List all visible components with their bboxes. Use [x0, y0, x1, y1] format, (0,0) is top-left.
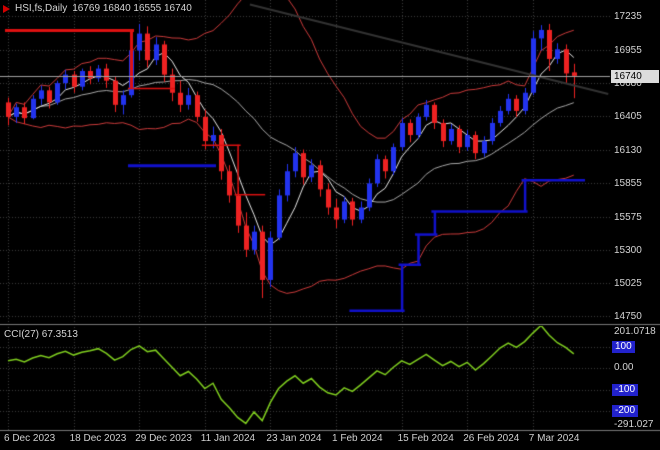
price-axis-label: 16680 [614, 78, 642, 90]
date-label: 23 Jan 2024 [266, 433, 322, 444]
price-axis-label: 14750 [614, 311, 642, 323]
indicator-level-badge: -200 [612, 404, 639, 417]
indicator-min-label: -291.027 [614, 419, 654, 430]
symbol-marker-icon [3, 5, 10, 13]
date-label: 18 Dec 2023 [69, 433, 127, 444]
price-axis-label: 16405 [614, 111, 642, 123]
ohlc-values: 16769 16840 16555 16740 [72, 3, 192, 14]
price-axis-label: 15025 [614, 277, 642, 289]
price-axis-label: 16955 [614, 44, 642, 56]
price-axis-label: 17235 [614, 11, 642, 23]
price-axis-label: 16130 [614, 144, 642, 156]
price-axis-label: 15575 [614, 211, 642, 223]
symbol-timeframe-label: HSI,fs,Daily [15, 3, 68, 14]
date-label: 1 Feb 2024 [332, 433, 383, 444]
indicator-level-badge: -100 [612, 383, 639, 396]
date-label: 11 Jan 2024 [200, 433, 256, 444]
indicator-label: CCI(27) 67.3513 [4, 329, 78, 340]
date-label: 15 Feb 2024 [397, 433, 454, 444]
price-axis-label: 15300 [614, 244, 642, 256]
chart-header: HSI,fs,Daily 16769 16840 16555 16740 [3, 3, 192, 15]
indicator-level-label: 0.00 [614, 362, 634, 374]
current-price-tag: 16740 [611, 69, 659, 83]
date-label: 26 Feb 2024 [463, 433, 520, 444]
date-label: 7 Mar 2024 [528, 433, 580, 444]
indicator-level-badge: 100 [612, 340, 635, 353]
indicator-max-label: 201.0718 [614, 326, 656, 337]
price-axis-label: 15855 [614, 177, 642, 189]
date-label: 6 Dec 2023 [4, 433, 56, 444]
date-label: 29 Dec 2023 [135, 433, 192, 444]
